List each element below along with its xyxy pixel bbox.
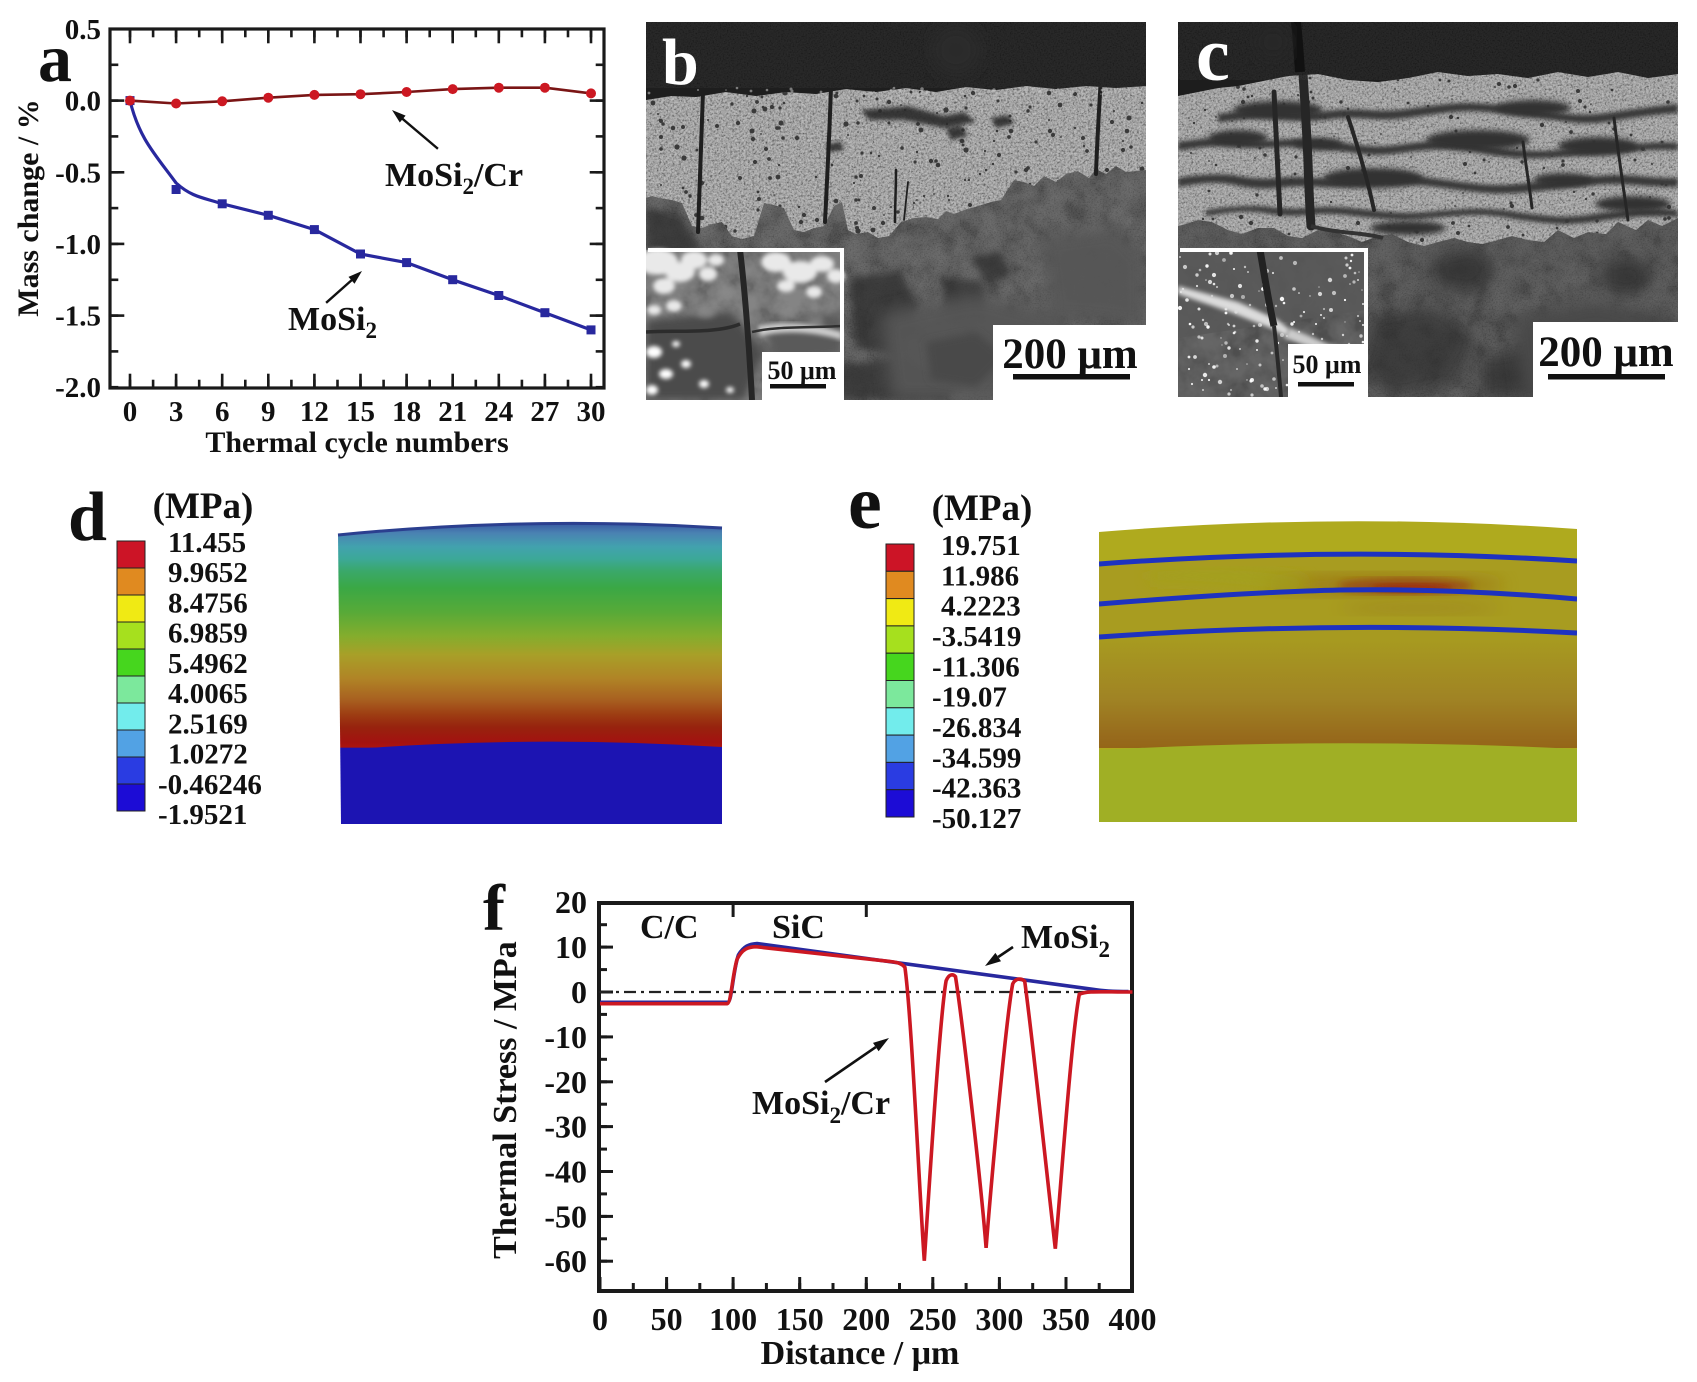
- svg-text:1.0272: 1.0272: [168, 739, 248, 771]
- svg-text:-0.5: -0.5: [55, 157, 101, 189]
- svg-text:C/C: C/C: [640, 909, 699, 946]
- svg-text:Mass change / %: Mass change / %: [12, 99, 45, 317]
- svg-text:20: 20: [555, 884, 587, 920]
- svg-text:(MPa): (MPa): [153, 486, 254, 527]
- svg-text:-2.0: -2.0: [55, 372, 101, 404]
- svg-text:250: 250: [909, 1301, 957, 1337]
- svg-text:Distance / μm: Distance / μm: [761, 1335, 960, 1372]
- svg-text:200 μm: 200 μm: [1002, 331, 1138, 378]
- svg-text:-3.5419: -3.5419: [932, 621, 1021, 653]
- svg-text:9.9652: 9.9652: [168, 557, 248, 589]
- svg-text:-40: -40: [544, 1154, 587, 1190]
- svg-text:-10: -10: [544, 1019, 587, 1055]
- svg-text:-26.834: -26.834: [932, 712, 1021, 744]
- svg-text:50 μm: 50 μm: [1293, 350, 1362, 379]
- svg-text:10: 10: [555, 929, 587, 965]
- svg-text:100: 100: [709, 1301, 757, 1337]
- svg-text:b: b: [662, 26, 699, 99]
- svg-text:2.5169: 2.5169: [168, 708, 248, 740]
- svg-text:27: 27: [530, 396, 559, 428]
- svg-text:19.751: 19.751: [941, 530, 1021, 562]
- svg-text:3: 3: [169, 396, 184, 428]
- svg-text:-50.127: -50.127: [932, 803, 1021, 835]
- svg-text:-19.07: -19.07: [932, 682, 1007, 714]
- svg-text:0: 0: [571, 974, 587, 1010]
- svg-text:5.4962: 5.4962: [168, 648, 248, 680]
- svg-text:e: e: [848, 461, 882, 545]
- svg-text:4.2223: 4.2223: [941, 591, 1021, 623]
- svg-text:8.4756: 8.4756: [168, 587, 248, 619]
- svg-text:-60: -60: [544, 1243, 587, 1279]
- svg-text:-1.0: -1.0: [55, 229, 101, 261]
- svg-text:MoSi2: MoSi2: [1021, 919, 1110, 962]
- svg-text:200 μm: 200 μm: [1538, 329, 1674, 376]
- svg-text:f: f: [483, 872, 506, 945]
- svg-text:a: a: [38, 20, 72, 96]
- svg-text:-1.9521: -1.9521: [158, 799, 247, 831]
- svg-text:-50: -50: [544, 1198, 587, 1234]
- svg-text:SiC: SiC: [772, 909, 825, 946]
- svg-text:-1.5: -1.5: [55, 301, 101, 333]
- svg-text:d: d: [68, 479, 107, 556]
- svg-text:-11.306: -11.306: [932, 651, 1020, 683]
- svg-text:0.5: 0.5: [65, 14, 101, 46]
- svg-text:0: 0: [592, 1301, 608, 1337]
- svg-text:50: 50: [651, 1301, 683, 1337]
- svg-text:MoSi2: MoSi2: [288, 301, 377, 343]
- svg-text:200: 200: [842, 1301, 890, 1337]
- svg-text:-34.599: -34.599: [932, 742, 1021, 774]
- svg-text:-30: -30: [544, 1109, 587, 1145]
- svg-text:-42.363: -42.363: [932, 773, 1021, 805]
- svg-text:12: 12: [300, 396, 329, 428]
- svg-text:18: 18: [392, 396, 421, 428]
- svg-text:(MPa): (MPa): [932, 488, 1033, 529]
- svg-text:Thermal cycle numbers: Thermal cycle numbers: [205, 426, 508, 459]
- svg-text:-20: -20: [544, 1064, 587, 1100]
- svg-text:400: 400: [1109, 1301, 1157, 1337]
- svg-text:6: 6: [215, 396, 230, 428]
- svg-text:150: 150: [776, 1301, 824, 1337]
- svg-text:0.0: 0.0: [65, 86, 101, 118]
- svg-text:6.9859: 6.9859: [168, 618, 248, 650]
- svg-text:MoSi2/Cr: MoSi2/Cr: [385, 157, 523, 199]
- svg-text:50 μm: 50 μm: [768, 356, 837, 385]
- svg-text:9: 9: [261, 396, 276, 428]
- svg-text:4.0065: 4.0065: [168, 678, 248, 710]
- svg-text:0: 0: [123, 396, 138, 428]
- svg-text:15: 15: [346, 396, 375, 428]
- svg-text:21: 21: [438, 396, 467, 428]
- svg-text:24: 24: [484, 396, 513, 428]
- svg-text:30: 30: [577, 396, 606, 428]
- svg-text:-0.46246: -0.46246: [158, 769, 262, 801]
- svg-text:MoSi2/Cr: MoSi2/Cr: [752, 1085, 890, 1128]
- svg-text:Thermal Stress / MPa: Thermal Stress / MPa: [487, 941, 524, 1259]
- svg-text:11.455: 11.455: [168, 527, 246, 559]
- svg-text:11.986: 11.986: [941, 560, 1019, 592]
- svg-text:c: c: [1196, 13, 1230, 97]
- svg-text:300: 300: [975, 1301, 1023, 1337]
- svg-text:350: 350: [1042, 1301, 1090, 1337]
